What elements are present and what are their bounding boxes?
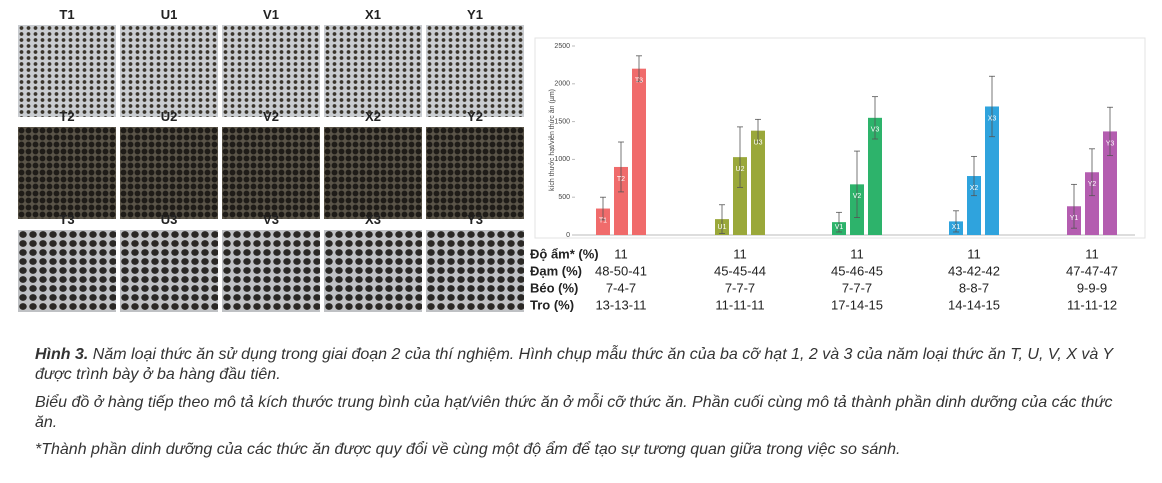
bar (751, 130, 765, 235)
row-value: 7-7-7 (842, 280, 872, 295)
bar-label: T2 (617, 176, 625, 183)
feed-photo (18, 25, 116, 117)
row-label: Béo (%) (530, 280, 578, 295)
row-value: 11-11-12 (1067, 297, 1117, 312)
row-value: 47-47-47 (1066, 263, 1118, 278)
bar (1085, 172, 1099, 235)
feed-photo (324, 127, 422, 219)
caption-p2: Biểu đồ ở hàng tiếp theo mô tả kích thướ… (35, 394, 1113, 431)
photo-label: T2 (59, 109, 75, 124)
bar-label: U3 (754, 140, 763, 147)
feed-photo (426, 25, 524, 117)
feed-photo (18, 127, 116, 219)
bar-label: Y3 (1106, 140, 1115, 147)
row-value: 11 (1085, 246, 1099, 261)
row-label: Đạm (%) (530, 263, 582, 278)
photo-label: V1 (263, 7, 279, 22)
bar-label: V2 (853, 193, 862, 200)
bar (596, 208, 610, 235)
row-value: 11-11-11 (715, 297, 764, 312)
photo-label: V3 (263, 212, 279, 227)
feed-photo (120, 230, 218, 312)
photo-label: Y1 (467, 7, 483, 22)
photo-label: X2 (365, 109, 381, 124)
y-axis-label: kích thước hạt/viên thức ăn (µm) (549, 89, 556, 191)
caption-lead: Hình 3. (35, 346, 89, 363)
bar-label: X2 (970, 185, 979, 192)
bar-label: T3 (635, 78, 643, 85)
feed-photo (426, 230, 524, 312)
row-label: Tro (%) (530, 297, 574, 312)
bar-label: U2 (736, 166, 745, 173)
caption-text: Năm loại thức ăn sử dụng trong giai đoạn… (35, 346, 1113, 383)
bar-label: V3 (871, 127, 880, 134)
row-value: 45-45-44 (714, 263, 766, 278)
row-value: 8-8-7 (959, 280, 989, 295)
feed-photo (426, 127, 524, 219)
y-tick-label: 1000 (554, 156, 570, 163)
y-tick-label: 2000 (554, 81, 570, 88)
row-value: 13-13-11 (595, 297, 646, 312)
feed-photo (222, 230, 320, 312)
row-value: 45-46-45 (831, 263, 883, 278)
photo-label: T3 (59, 212, 75, 227)
bar (868, 117, 882, 235)
caption-p1: Hình 3. Năm loại thức ăn sử dụng trong g… (35, 345, 1135, 385)
photo-label: Y3 (467, 212, 483, 227)
bar-label: Y1 (1070, 215, 1079, 222)
bar (1103, 131, 1117, 235)
row-value: 48-50-41 (595, 263, 647, 278)
bar-label: X3 (988, 115, 997, 122)
chart: kích thước hạt/viên thức ăn (µm) 0 500 100… (530, 37, 1146, 312)
feed-photo (120, 127, 218, 219)
feed-photo (222, 127, 320, 219)
row-value: 43-42-42 (948, 263, 1000, 278)
photo-label: V2 (263, 109, 279, 124)
photo-label: U2 (160, 109, 178, 124)
y-tick-label: 1500 (554, 118, 570, 125)
row-value: 11 (967, 246, 981, 261)
photo-label: X3 (365, 212, 381, 227)
photo-label: U1 (160, 7, 178, 22)
bar (967, 176, 981, 235)
feed-photo (120, 25, 218, 117)
bar-label: Y2 (1088, 181, 1097, 188)
row-value: 14-14-15 (948, 297, 1000, 312)
bar (733, 157, 747, 235)
feed-photo (222, 25, 320, 117)
photo-label: T1 (59, 7, 75, 22)
row-value: 11 (733, 246, 747, 261)
bar-label: X1 (952, 224, 961, 231)
plot-frame (534, 37, 1146, 239)
feed-photo (324, 25, 422, 117)
row-value: 9-9-9 (1077, 280, 1107, 295)
bar (985, 106, 999, 235)
y-tick-label: 2500 (554, 43, 570, 50)
row-value: 11 (850, 246, 864, 261)
row-value: 11 (614, 246, 628, 261)
photo-label: Y2 (467, 109, 483, 124)
caption-p3: *Thành phần dinh dưỡng của các thức ăn đ… (35, 441, 901, 458)
y-tick-label: 500 (558, 194, 570, 201)
row-value: 7-4-7 (606, 280, 636, 295)
photo-label: X1 (365, 7, 381, 22)
row-value: 7-7-7 (725, 280, 755, 295)
row-value: 17-14-15 (831, 297, 883, 312)
y-tick-label: 0 (566, 232, 570, 239)
bar-label: V1 (835, 224, 844, 231)
row-label: Độ ẩm* (%) (530, 246, 599, 261)
bar-label: T1 (599, 217, 607, 224)
bar (632, 68, 646, 236)
bar (614, 166, 628, 235)
feed-photo (18, 230, 116, 312)
bar-label: U1 (718, 224, 727, 231)
feed-photo (324, 230, 422, 312)
photo-label: U3 (160, 212, 178, 227)
